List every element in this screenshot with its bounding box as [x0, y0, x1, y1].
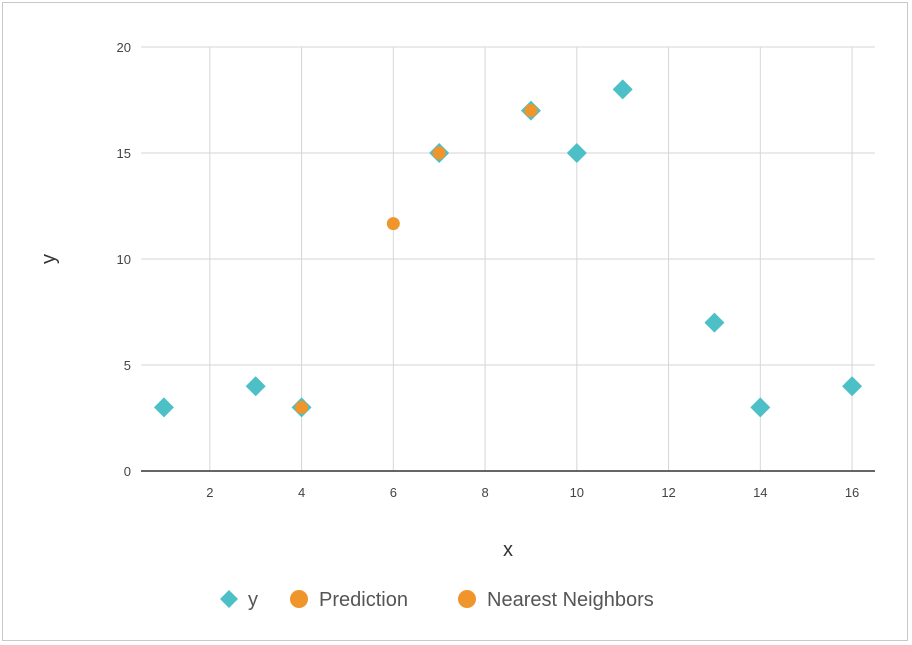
x-tick-label: 16	[845, 485, 859, 500]
x-tick-label: 14	[753, 485, 767, 500]
x-tick-label: 4	[298, 485, 305, 500]
data-point-y	[566, 143, 587, 163]
legend: y Prediction Nearest Neighbors	[220, 589, 654, 611]
x-tick-label: 6	[390, 485, 397, 500]
data-point-y	[842, 376, 863, 397]
data-point-y	[750, 397, 771, 418]
legend-item-nearest-neighbors: Nearest Neighbors	[458, 589, 654, 611]
x-tick-label: 2	[206, 485, 213, 500]
y-tick-label: 15	[117, 146, 131, 161]
x-tick-label: 10	[570, 485, 584, 500]
y-axis-ticks: 0 5 10 15 20	[117, 40, 131, 479]
legend-label-y: y	[248, 589, 258, 611]
y-axis-title: y	[38, 254, 60, 264]
legend-label-prediction: Prediction	[319, 589, 408, 611]
data-point-prediction	[386, 217, 400, 231]
x-axis-ticks: 2 4 6 8 10 12 14 16	[206, 485, 859, 500]
data-point-nearest-neighbor	[524, 104, 538, 118]
data-point-nearest-neighbor	[295, 400, 309, 414]
legend-item-prediction: Prediction	[290, 589, 408, 611]
x-axis-title: x	[503, 539, 513, 561]
legend-label-nearest-neighbors: Nearest Neighbors	[487, 589, 654, 611]
data-point-nearest-neighbor	[432, 146, 446, 160]
legend-marker-circle	[290, 590, 308, 608]
data-point-y	[245, 376, 266, 397]
data-point-y	[704, 312, 725, 333]
y-tick-label: 10	[117, 252, 131, 267]
grid-lines	[141, 46, 875, 471]
data-points	[153, 79, 863, 418]
data-point-y	[612, 79, 633, 100]
scatter-chart: 2 4 6 8 10 12 14 16 0 5 10 15 20 x y y Prediction N…	[38, 40, 875, 611]
y-tick-label: 20	[117, 40, 131, 55]
legend-marker-diamond	[220, 590, 238, 608]
x-tick-label: 8	[481, 485, 488, 500]
data-point-y	[153, 397, 174, 418]
legend-marker-circle	[458, 590, 476, 608]
y-tick-label: 5	[124, 358, 131, 373]
legend-item-y: y	[220, 589, 258, 611]
y-tick-label: 0	[124, 464, 131, 479]
x-tick-label: 12	[661, 485, 675, 500]
